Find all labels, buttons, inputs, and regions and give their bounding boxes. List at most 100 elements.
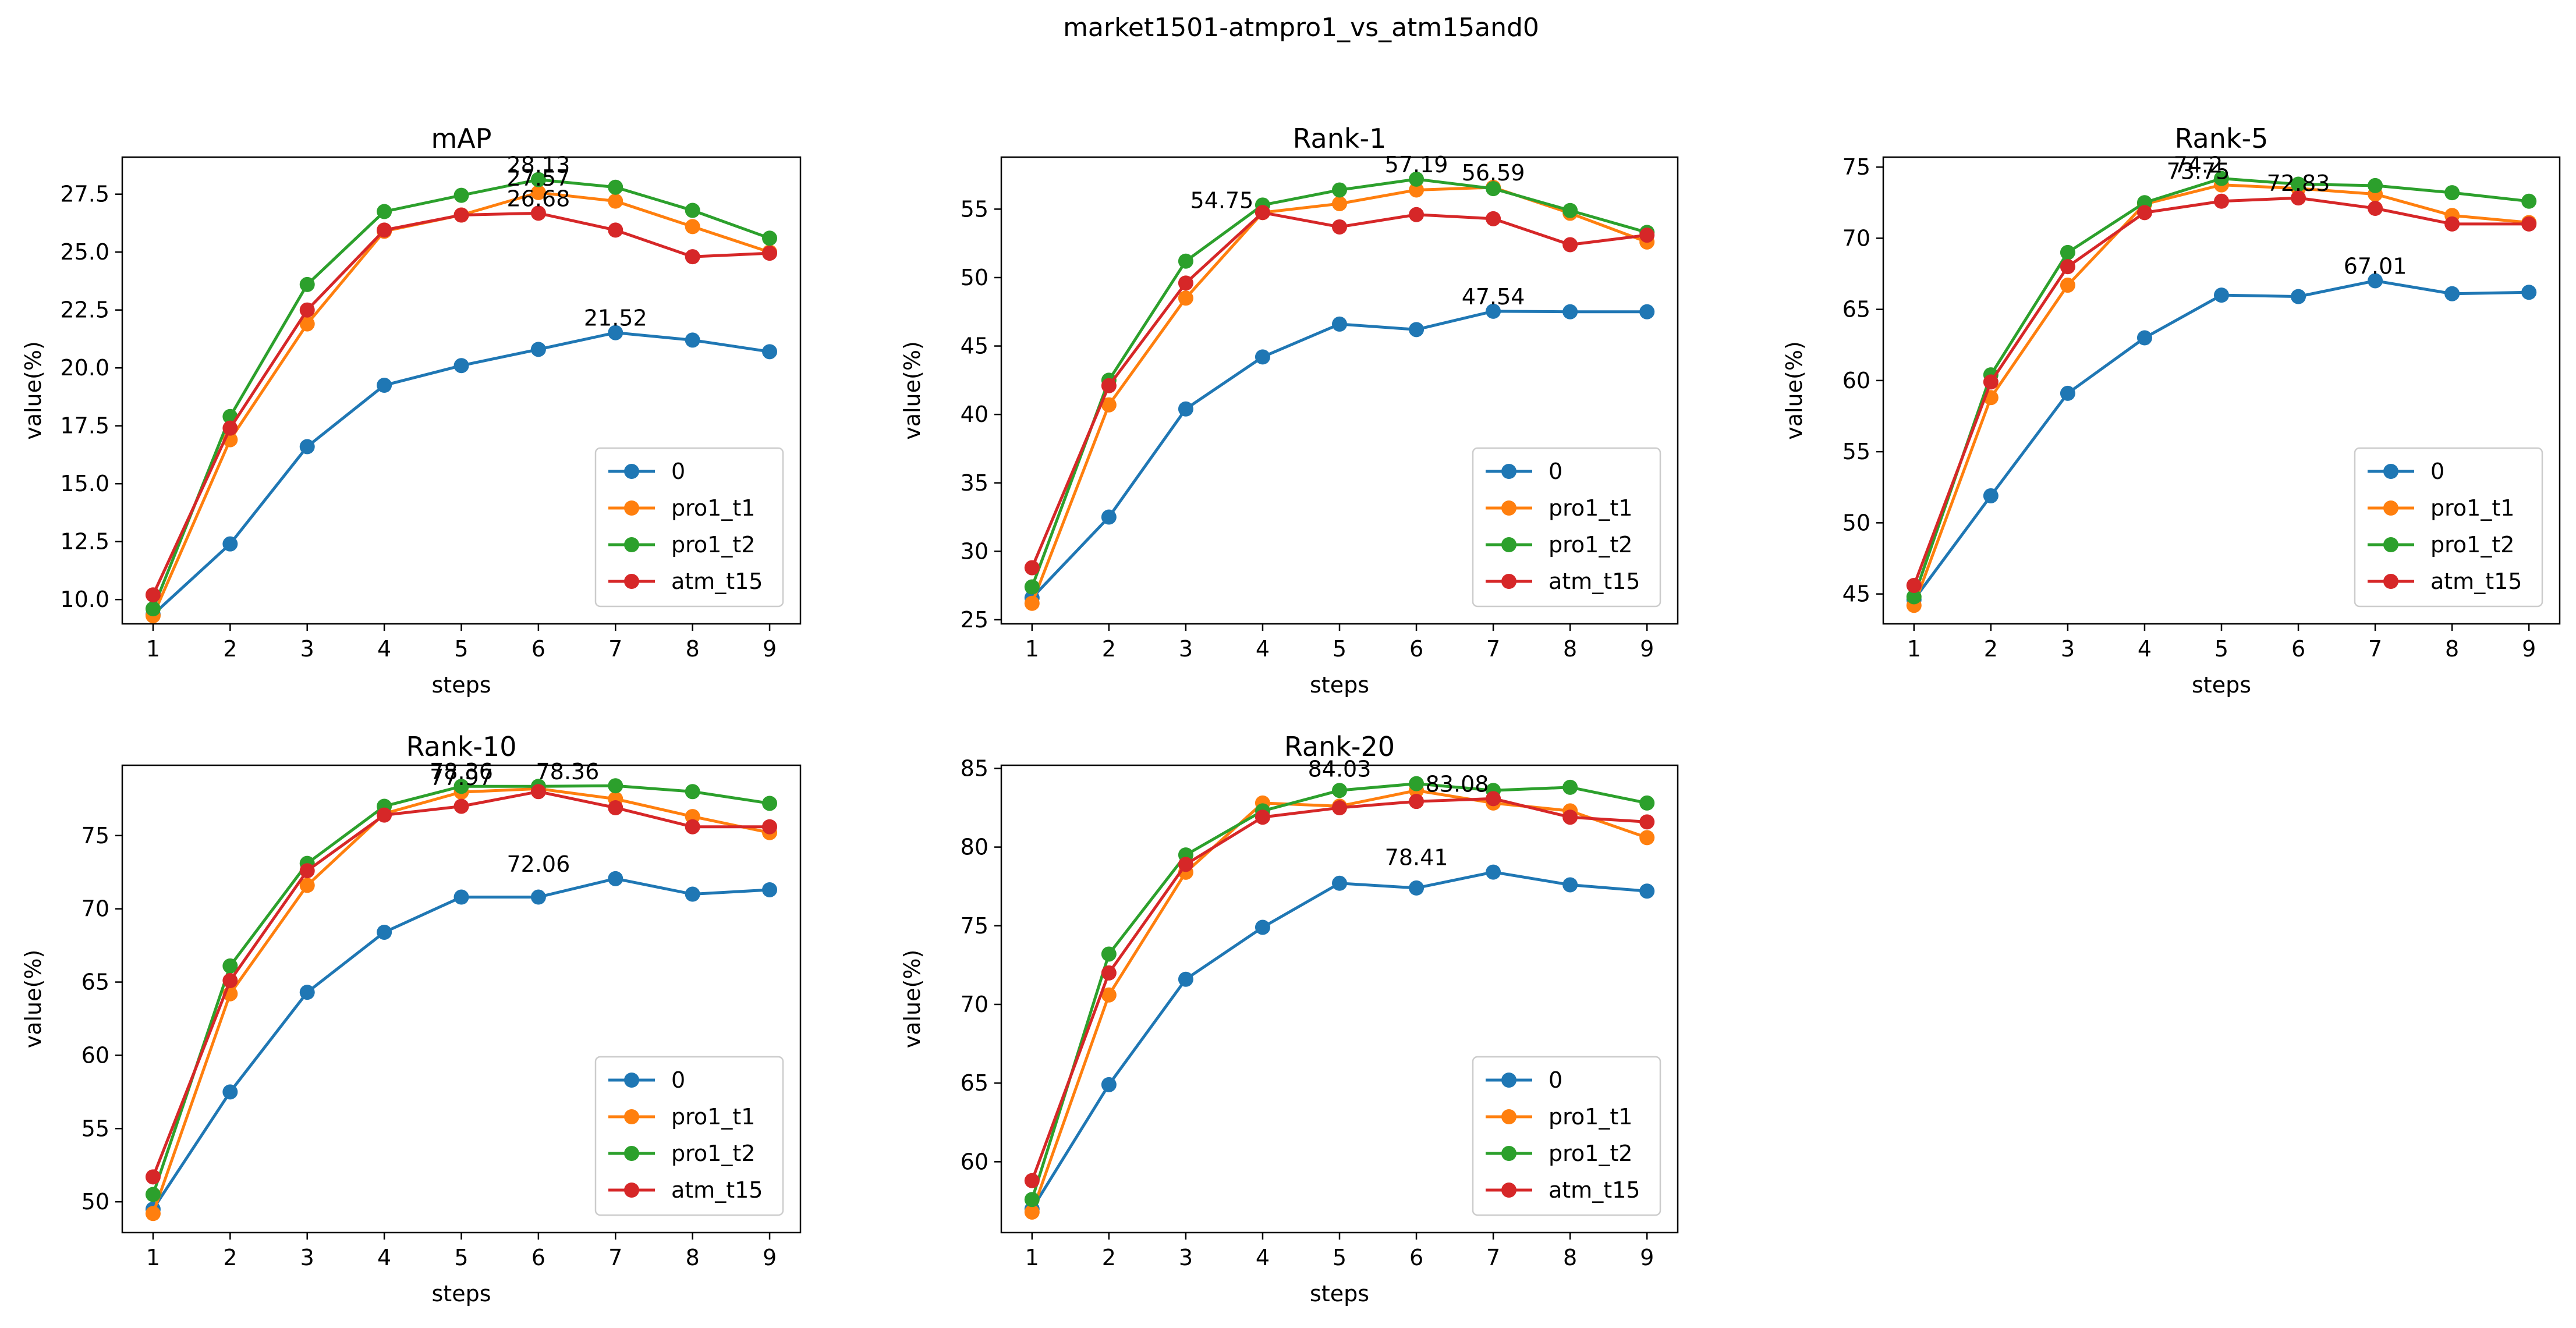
data-point [1178, 857, 1193, 872]
legend-entry-label: atm_t15 [671, 1177, 763, 1203]
data-point [530, 784, 546, 800]
data-point [1562, 779, 1578, 795]
legend-box [2354, 447, 2543, 608]
legend-swatch-marker [2383, 500, 2398, 516]
data-point [1409, 794, 1425, 809]
data-point [2368, 201, 2383, 216]
x-tick-label: 6 [2291, 636, 2305, 662]
data-point [1639, 304, 1655, 319]
data-point [1486, 181, 1501, 197]
x-tick-label: 5 [1333, 636, 1347, 662]
y-tick-label: 45 [1842, 581, 1870, 607]
subplot-map: mAP 1 2 3 4 5 6 7 8 9 10.0 12.5 15.0 17.5 20.0 22.5 25.0… [20, 123, 802, 698]
data-point [608, 871, 623, 886]
y-axis-label: value(%) [20, 950, 46, 1049]
x-tick-label: 2 [1102, 636, 1116, 662]
data-point [1101, 509, 1117, 525]
y-tick-label: 27.5 [60, 182, 109, 207]
x-tick-label: 9 [1640, 636, 1654, 662]
data-point [1255, 349, 1270, 365]
y-tick-label: 17.5 [60, 413, 109, 439]
data-point [453, 798, 469, 814]
legend-entry-label: pro1_t2 [671, 532, 755, 558]
subplot-title: Rank-10 [406, 731, 516, 762]
legend-entry-label: 0 [671, 1067, 685, 1093]
data-point [1639, 814, 1655, 830]
legend-entry-label: 0 [1549, 1067, 1562, 1093]
legend-entry-label: 0 [671, 459, 685, 484]
data-point [2291, 190, 2306, 206]
x-axis-label: steps [432, 672, 491, 698]
y-tick-label: 50 [1842, 510, 1870, 535]
data-point [1024, 560, 1040, 576]
subplot-title: Rank-1 [1293, 123, 1387, 154]
data-point [1178, 275, 1193, 291]
data-point [1639, 883, 1655, 899]
data-point [299, 863, 315, 879]
x-tick-label: 8 [686, 1245, 700, 1270]
legend-swatch-marker [1501, 500, 1516, 516]
x-tick-label: 7 [1486, 1245, 1500, 1270]
legend-entry-label: atm_t15 [671, 569, 763, 594]
data-annotation: 67.01 [2344, 253, 2407, 279]
legend-entry-label: atm_t15 [1549, 1177, 1640, 1203]
data-point [2214, 171, 2229, 186]
data-point [1024, 1192, 1040, 1208]
series-pro1_t2 [145, 172, 778, 617]
legend-swatch-marker [624, 1073, 639, 1088]
data-annotation: 77.97 [430, 765, 493, 790]
legend-swatch-marker [1501, 1073, 1516, 1088]
y-axis-label: value(%) [899, 341, 925, 440]
series-atm_t15 [145, 784, 778, 1185]
legend: 0 pro1_t1 pro1_t2 atm_t15 [594, 447, 784, 608]
x-tick-label: 3 [300, 636, 314, 662]
data-point [1178, 253, 1193, 269]
y-tick-label: 30 [961, 538, 988, 564]
legend: 0 pro1_t1 pro1_t2 atm_t15 [2354, 447, 2543, 608]
data-annotation: 47.54 [1462, 284, 1525, 310]
legend-entry-label: pro1_t1 [1549, 1104, 1632, 1130]
data-point [530, 889, 546, 905]
y-tick-label: 25 [961, 607, 988, 633]
data-point [1024, 579, 1040, 595]
series-atm_t15 [1906, 190, 2537, 593]
x-tick-label: 4 [1256, 636, 1270, 662]
data-point [762, 246, 778, 261]
data-point [1332, 875, 1347, 891]
data-point [2368, 177, 2383, 193]
x-tick-label: 2 [223, 1245, 237, 1270]
x-tick-label: 7 [1486, 636, 1500, 662]
data-point [453, 358, 469, 374]
legend-swatch-marker [624, 464, 639, 479]
y-tick-label: 55 [1842, 439, 1870, 464]
data-point [1409, 776, 1425, 791]
data-point [530, 184, 546, 200]
x-axis-label: steps [2192, 672, 2251, 698]
subplot-rank-10: Rank-10 1 2 3 4 5 6 7 8 9 50 55 60 65 70 75 steps value(%… [20, 731, 802, 1306]
series-atm_t15 [145, 205, 778, 603]
legend: 0 pro1_t1 pro1_t2 atm_t15 [594, 1056, 784, 1216]
legend-swatch-marker [624, 1109, 639, 1124]
y-tick-label: 25.0 [60, 239, 109, 265]
data-point [1101, 1077, 1117, 1092]
data-point [1639, 795, 1655, 811]
data-annotation: 27.57 [506, 165, 570, 191]
data-point [1024, 1173, 1040, 1188]
data-point [762, 819, 778, 835]
data-point [377, 807, 392, 823]
data-point [453, 207, 469, 223]
series-atm_t15 [1024, 205, 1655, 576]
data-point [685, 249, 700, 265]
legend-swatch-marker [2383, 574, 2398, 589]
data-point [1255, 205, 1270, 221]
y-axis-label: value(%) [899, 950, 925, 1049]
data-point [145, 601, 161, 617]
data-point [2444, 286, 2460, 301]
legend-entry-label: atm_t15 [1549, 569, 1640, 594]
data-point [608, 222, 623, 238]
data-point [1178, 971, 1193, 987]
data-point [1409, 322, 1425, 338]
data-point [530, 342, 546, 357]
data-point [608, 193, 623, 209]
x-tick-label: 9 [2522, 636, 2536, 662]
